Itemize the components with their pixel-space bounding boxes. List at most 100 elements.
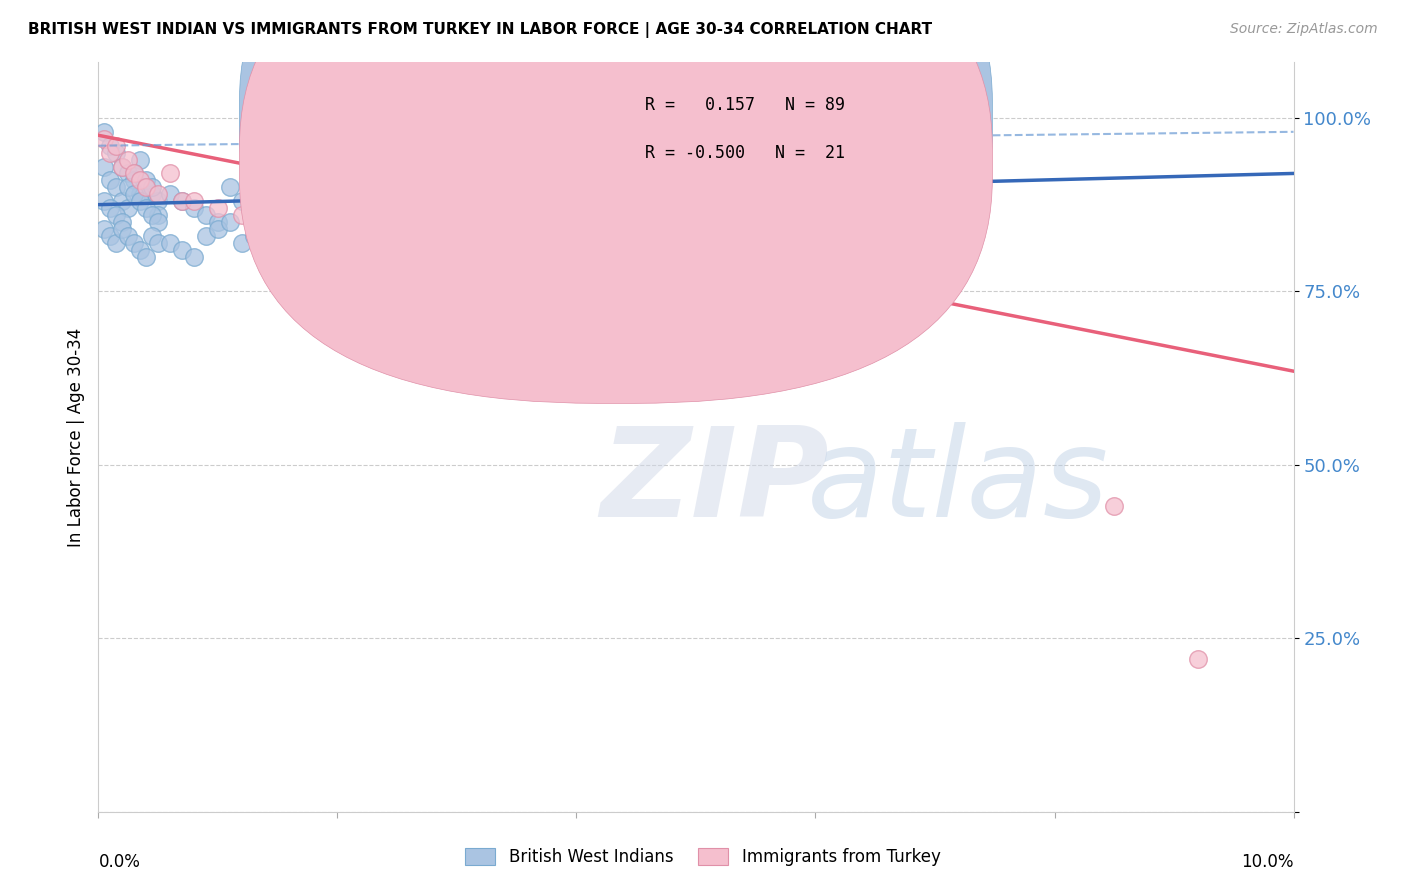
Point — [626, 285, 648, 299]
Point — [105, 208, 128, 222]
Point — [124, 235, 146, 250]
FancyBboxPatch shape — [582, 93, 911, 194]
Point — [865, 333, 887, 347]
Point — [93, 194, 115, 209]
Point — [129, 153, 152, 167]
Y-axis label: In Labor Force | Age 30-34: In Labor Force | Age 30-34 — [66, 327, 84, 547]
Point — [117, 201, 139, 215]
Point — [111, 160, 134, 174]
Point — [98, 173, 122, 187]
Text: ZIP: ZIP — [600, 422, 830, 542]
Point — [385, 222, 409, 236]
Point — [231, 208, 253, 222]
Point — [148, 208, 170, 222]
Point — [98, 145, 122, 160]
Point — [93, 132, 115, 146]
FancyBboxPatch shape — [239, 0, 993, 403]
Point — [446, 277, 468, 292]
Text: R = -0.500   N =  21: R = -0.500 N = 21 — [644, 144, 845, 161]
Point — [302, 222, 325, 236]
Point — [183, 194, 205, 209]
Point — [517, 277, 540, 292]
Point — [117, 180, 139, 194]
Point — [183, 201, 205, 215]
Point — [117, 228, 139, 243]
Point — [117, 166, 139, 180]
Point — [219, 215, 242, 229]
Point — [159, 166, 181, 180]
Point — [482, 243, 505, 257]
Point — [98, 138, 122, 153]
Text: BRITISH WEST INDIAN VS IMMIGRANTS FROM TURKEY IN LABOR FORCE | AGE 30-34 CORRELA: BRITISH WEST INDIAN VS IMMIGRANTS FROM T… — [28, 22, 932, 38]
Point — [148, 215, 170, 229]
Point — [98, 201, 122, 215]
Point — [243, 228, 266, 243]
Point — [129, 187, 152, 202]
Point — [105, 235, 128, 250]
Point — [148, 235, 170, 250]
Point — [111, 215, 134, 229]
Point — [117, 153, 139, 167]
Point — [111, 194, 134, 209]
Point — [135, 173, 157, 187]
Point — [98, 228, 122, 243]
Legend: British West Indians, Immigrants from Turkey: British West Indians, Immigrants from Tu… — [457, 840, 949, 875]
Point — [506, 250, 529, 264]
Point — [1187, 652, 1209, 666]
Point — [219, 180, 242, 194]
FancyBboxPatch shape — [239, 0, 993, 357]
Point — [243, 201, 266, 215]
Point — [385, 277, 409, 292]
Point — [804, 180, 827, 194]
Text: Source: ZipAtlas.com: Source: ZipAtlas.com — [1230, 22, 1378, 37]
Point — [93, 125, 115, 139]
Point — [148, 194, 170, 209]
Point — [183, 250, 205, 264]
Point — [865, 194, 887, 209]
Point — [172, 194, 194, 209]
Point — [105, 138, 128, 153]
Point — [278, 263, 301, 277]
Point — [129, 194, 152, 209]
Point — [565, 263, 588, 277]
Point — [326, 277, 349, 292]
Point — [326, 270, 349, 285]
Point — [350, 194, 373, 209]
Point — [141, 228, 163, 243]
Point — [195, 228, 218, 243]
Point — [93, 160, 115, 174]
Text: 0.0%: 0.0% — [98, 853, 141, 871]
Point — [124, 187, 146, 202]
Point — [135, 180, 157, 194]
Point — [135, 250, 157, 264]
Point — [231, 194, 253, 209]
Point — [172, 243, 194, 257]
Point — [685, 194, 707, 209]
Point — [446, 257, 468, 271]
Point — [326, 180, 349, 194]
Point — [141, 180, 163, 194]
Point — [745, 187, 768, 202]
Point — [148, 187, 170, 202]
Point — [207, 215, 229, 229]
Point — [924, 173, 946, 187]
Point — [1104, 500, 1126, 514]
Point — [141, 208, 163, 222]
Point — [267, 208, 290, 222]
Point — [254, 187, 277, 202]
Point — [207, 222, 229, 236]
Point — [124, 166, 146, 180]
Point — [124, 166, 146, 180]
Point — [93, 222, 115, 236]
Point — [105, 180, 128, 194]
Point — [267, 235, 290, 250]
Point — [565, 194, 588, 209]
Point — [135, 180, 157, 194]
Point — [302, 257, 325, 271]
Point — [172, 194, 194, 209]
Point — [422, 228, 444, 243]
Point — [685, 305, 707, 319]
Point — [135, 201, 157, 215]
Point — [780, 319, 803, 334]
Point — [278, 208, 301, 222]
